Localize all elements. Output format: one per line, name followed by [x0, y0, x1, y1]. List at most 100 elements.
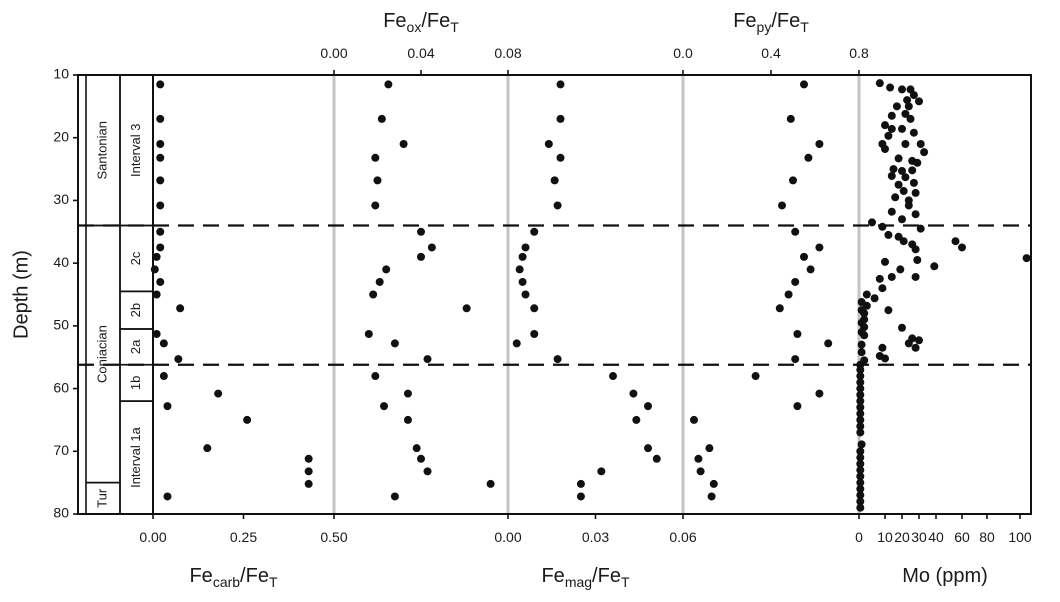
data-point: [915, 336, 923, 345]
x-tick-label: 20: [894, 529, 910, 545]
data-point: [911, 245, 920, 254]
data-point: [417, 252, 425, 261]
x-axis-title: Femag/FeT: [541, 565, 629, 590]
data-point: [856, 503, 865, 512]
data-point: [909, 91, 918, 100]
y-tick-label: 70: [53, 442, 69, 458]
data-point: [887, 124, 896, 133]
data-point: [371, 372, 380, 381]
data-point: [1022, 254, 1031, 263]
stage-label: Tur: [94, 488, 109, 508]
data-point: [901, 173, 910, 182]
data-point: [856, 491, 865, 500]
data-point: [556, 153, 565, 162]
data-point: [913, 256, 922, 265]
interval-label: 2b: [128, 303, 143, 317]
data-point: [371, 201, 380, 210]
data-point: [856, 472, 865, 481]
data-point: [904, 339, 913, 348]
x-tick-label: 0.06: [669, 529, 696, 545]
data-point: [373, 176, 382, 185]
data-point: [399, 139, 408, 148]
data-point: [857, 440, 866, 449]
data-point: [824, 339, 833, 348]
data-point: [898, 124, 906, 133]
interval-label: Interval 1a: [128, 426, 143, 487]
data-point: [884, 230, 893, 239]
data-point: [486, 479, 495, 488]
data-point: [518, 252, 527, 261]
data-point: [576, 492, 585, 501]
data-point: [644, 402, 652, 411]
data-point: [390, 492, 399, 501]
data-point: [707, 492, 716, 501]
data-point: [804, 153, 813, 162]
data-point: [857, 348, 866, 357]
data-point: [898, 85, 906, 94]
y-tick-label: 60: [53, 379, 69, 395]
data-point: [159, 372, 168, 381]
y-tick-label: 20: [53, 128, 69, 144]
data-point: [156, 114, 165, 123]
data-point: [156, 176, 165, 185]
data-point: [856, 453, 865, 462]
y-tick-label: 40: [53, 254, 69, 270]
data-point: [556, 80, 565, 89]
data-point: [364, 330, 373, 339]
x-tick-label: 80: [979, 529, 995, 545]
data-point: [894, 154, 903, 163]
data-point: [696, 467, 705, 476]
x-axis-title: Fepy/FeT: [733, 10, 809, 35]
data-point: [550, 176, 559, 185]
data-point: [892, 102, 901, 111]
data-point: [913, 158, 922, 167]
data-point: [652, 454, 661, 463]
data-point: [856, 378, 865, 387]
data-point: [553, 201, 562, 210]
interval-box: [119, 400, 154, 515]
data-point: [786, 114, 795, 123]
data-point: [203, 444, 212, 453]
data-point: [886, 83, 895, 92]
data-point: [690, 415, 698, 424]
data-point: [815, 139, 824, 148]
stage-label: Santonian: [94, 121, 109, 180]
data-point: [887, 171, 896, 180]
data-point: [856, 409, 865, 418]
data-point: [898, 323, 906, 332]
data-point: [899, 187, 908, 196]
data-point: [894, 180, 903, 189]
x-tick-label: 0.00: [494, 529, 521, 545]
data-point: [881, 145, 889, 154]
data-point: [163, 492, 172, 501]
data-point: [384, 80, 393, 89]
data-point: [530, 227, 539, 236]
data-point: [644, 444, 652, 453]
data-point: [887, 111, 896, 120]
data-point: [427, 243, 436, 252]
data-point: [304, 454, 313, 463]
data-point: [156, 277, 165, 286]
data-point: [878, 343, 887, 352]
data-point: [901, 109, 910, 118]
data-point: [530, 330, 539, 339]
data-point: [860, 331, 869, 340]
y-tick-label: 30: [53, 191, 69, 207]
data-point: [515, 265, 524, 274]
data-point: [904, 102, 913, 111]
data-point: [576, 479, 585, 488]
interval-label: Interval 3: [128, 124, 143, 177]
data-point: [163, 402, 172, 411]
data-point: [806, 265, 815, 274]
data-point: [856, 390, 865, 399]
data-point: [423, 355, 432, 364]
data-point: [156, 153, 165, 162]
data-point: [856, 428, 865, 437]
data-point: [911, 343, 920, 352]
data-point: [870, 294, 879, 303]
interval-label: 1b: [128, 376, 143, 390]
data-point: [856, 384, 865, 393]
x-tick-label: 0.50: [320, 529, 347, 545]
